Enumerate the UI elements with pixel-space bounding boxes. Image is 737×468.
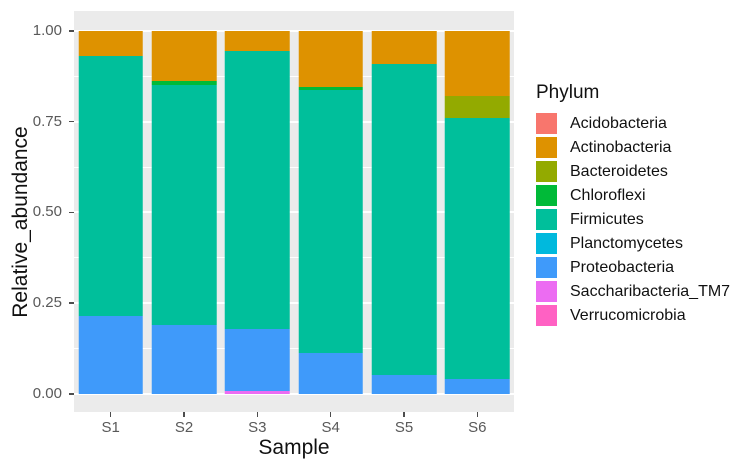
legend-swatch-icon	[536, 209, 557, 230]
segment-chloroflexi-s4	[298, 87, 363, 91]
y-tick-mark	[69, 302, 74, 304]
x-tick-label-s1: S1	[101, 419, 120, 436]
bar-s2	[151, 30, 217, 394]
segment-firmicutes-s6	[445, 118, 510, 380]
minor-gridline	[74, 257, 514, 259]
segment-proteobacteria-s2	[151, 324, 217, 394]
segment-bacteroidetes-s6	[445, 96, 510, 119]
segment-firmicutes-s1	[78, 56, 143, 316]
bar-s3	[225, 30, 290, 394]
y-tick-label: 1.00	[32, 21, 62, 39]
legend-swatch-icon	[536, 305, 557, 326]
x-tick-mark	[403, 412, 405, 417]
major-gridline	[74, 302, 514, 305]
legend-item-verrucomicrobia: Verrucomicrobia	[536, 305, 730, 326]
minor-gridline	[74, 166, 514, 168]
plot-panel	[74, 11, 514, 412]
bar-s1	[78, 30, 143, 394]
segment-actinobacteria-s1	[78, 30, 143, 57]
legend-label: Chloroflexi	[570, 186, 646, 204]
legend-item-chloroflexi: Chloroflexi	[536, 185, 730, 206]
x-tick-mark	[109, 412, 112, 417]
segment-firmicutes-s3	[225, 50, 290, 330]
major-gridline	[74, 392, 514, 395]
y-tick-mark	[69, 393, 74, 395]
legend-title: Phylum	[536, 82, 600, 103]
x-tick-label-s6: S6	[468, 419, 487, 436]
minor-gridline	[74, 347, 514, 349]
segment-proteobacteria-s1	[78, 315, 143, 394]
segment-proteobacteria-s3	[225, 329, 290, 391]
legend-swatch-icon	[536, 257, 557, 278]
legend-item-planctomycetes: Planctomycetes	[536, 233, 730, 254]
legend-label: Saccharibacteria_TM7	[570, 282, 731, 300]
legend-label: Actinobacteria	[570, 138, 672, 156]
legend-items: Acidobacteria Actinobacteria Bacteroidetes…	[536, 113, 730, 326]
minor-gridline	[74, 75, 514, 77]
y-tick-mark	[69, 211, 74, 214]
x-tick-mark	[476, 412, 479, 417]
y-tick-label: 0.00	[32, 384, 62, 402]
x-tick-label-s2: S2	[174, 419, 194, 436]
legend-item-bacteroidetes: Bacteroidetes	[536, 161, 730, 182]
y-tick-label: 0.50	[32, 203, 62, 221]
y-tick-label: 0.25	[32, 294, 62, 312]
major-gridline	[74, 29, 514, 32]
segment-proteobacteria-s6	[445, 379, 510, 394]
y-axis-title: Relative_abundance	[9, 126, 32, 318]
segment-actinobacteria-s3	[225, 30, 290, 51]
bar-s6	[445, 30, 510, 394]
legend-swatch-icon	[536, 161, 557, 182]
bar-s4	[298, 30, 363, 394]
legend-label: Bacteroidetes	[570, 162, 668, 180]
y-tick-mark	[69, 120, 74, 123]
segment-actinobacteria-s2	[151, 30, 217, 82]
segment-actinobacteria-s6	[445, 30, 510, 97]
segment-actinobacteria-s4	[298, 30, 363, 88]
legend-label: Verrucomicrobia	[570, 306, 686, 324]
x-tick-label-s3: S3	[248, 419, 267, 436]
legend-swatch-icon	[536, 185, 557, 206]
x-tick-mark	[183, 412, 185, 417]
y-tick-mark	[69, 30, 74, 32]
x-tick-mark	[329, 412, 332, 417]
segment-firmicutes-s4	[298, 90, 363, 354]
x-axis-title: Sample	[258, 436, 330, 459]
major-gridline	[74, 120, 514, 123]
bar-s5	[371, 30, 437, 394]
segment-chloroflexi-s2	[151, 81, 217, 86]
y-tick-label: 0.75	[32, 112, 62, 130]
x-tick-label-s4: S4	[321, 419, 340, 436]
legend-swatch-icon	[536, 281, 557, 302]
legend-item-proteobacteria: Proteobacteria	[536, 257, 730, 278]
segment-firmicutes-s2	[151, 85, 217, 325]
x-tick-mark	[256, 412, 259, 417]
legend-label: Planctomycetes	[570, 234, 683, 252]
legend-item-actinobacteria: Actinobacteria	[536, 137, 730, 158]
legend-swatch-icon	[536, 137, 557, 158]
segment-proteobacteria-s4	[298, 353, 363, 394]
legend-label: Firmicutes	[570, 210, 644, 228]
legend-item-acidobacteria: Acidobacteria	[536, 113, 730, 134]
segment-firmicutes-s5	[371, 64, 437, 375]
segment-saccharibacteria_tm7-s3	[225, 390, 290, 394]
legend-item-saccharibacteria_tm7: Saccharibacteria_TM7	[536, 281, 730, 302]
legend-swatch-icon	[536, 113, 557, 134]
legend-swatch-icon	[536, 233, 557, 254]
legend: Phylum Acidobacteria Actinobacteria Bacter…	[536, 82, 730, 326]
segment-actinobacteria-s5	[371, 30, 437, 65]
legend-label: Acidobacteria	[570, 114, 667, 132]
legend-item-firmicutes: Firmicutes	[536, 209, 730, 230]
major-gridline	[74, 211, 514, 214]
legend-label: Proteobacteria	[570, 258, 675, 276]
x-tick-label-s5: S5	[394, 419, 414, 436]
segment-proteobacteria-s5	[371, 375, 437, 394]
